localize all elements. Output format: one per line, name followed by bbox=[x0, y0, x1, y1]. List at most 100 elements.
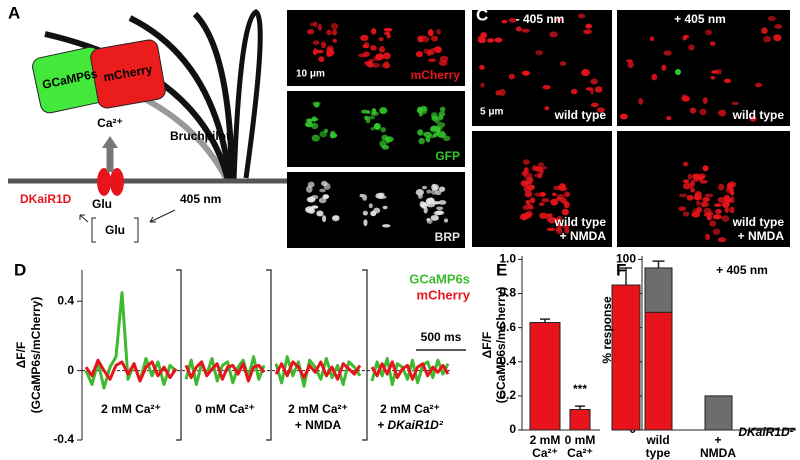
punctum bbox=[326, 49, 335, 57]
arrow bbox=[149, 209, 176, 223]
punctum bbox=[383, 52, 391, 60]
punctum bbox=[424, 201, 430, 207]
punctum bbox=[564, 226, 570, 234]
punctum bbox=[378, 46, 386, 53]
punctum bbox=[480, 82, 485, 88]
punctum bbox=[442, 135, 451, 142]
punctum bbox=[552, 192, 557, 197]
punctum bbox=[426, 218, 431, 222]
punctum bbox=[583, 29, 592, 35]
punctum bbox=[423, 131, 432, 138]
punctum bbox=[693, 177, 700, 182]
micrograph bbox=[472, 10, 612, 126]
punctum bbox=[763, 35, 771, 43]
punctum bbox=[577, 13, 586, 19]
punctum bbox=[385, 136, 390, 144]
error-bar bbox=[540, 318, 550, 323]
punctum bbox=[589, 89, 594, 95]
punctum bbox=[499, 88, 506, 96]
punctum bbox=[434, 118, 440, 124]
punctum bbox=[555, 17, 562, 22]
punctum bbox=[309, 22, 315, 27]
punctum bbox=[675, 69, 681, 75]
punctum bbox=[717, 197, 725, 203]
y-tick-label: 0.2 bbox=[499, 388, 516, 402]
punctum bbox=[561, 224, 570, 229]
punctum bbox=[559, 61, 567, 66]
bar bbox=[611, 284, 641, 431]
punctum bbox=[418, 137, 425, 145]
punctum bbox=[625, 59, 633, 63]
receptor bbox=[97, 168, 111, 196]
condition-label: + DKaiR1D² bbox=[377, 418, 444, 432]
punctum bbox=[323, 183, 331, 190]
punctum bbox=[501, 20, 508, 24]
trace bbox=[84, 291, 450, 390]
x-tick-label: 0 mM bbox=[565, 433, 596, 447]
punctum bbox=[383, 27, 393, 32]
scale-bar-label: 500 ms bbox=[421, 330, 462, 344]
x-tick-label: wild bbox=[645, 433, 669, 447]
label: Glu bbox=[105, 223, 125, 237]
y-tick-label: 0 bbox=[67, 363, 74, 377]
punctum bbox=[371, 28, 377, 35]
punctum bbox=[386, 34, 392, 39]
punctum bbox=[774, 24, 783, 29]
punctum bbox=[695, 195, 700, 201]
punctum bbox=[544, 106, 550, 111]
punctum bbox=[373, 207, 381, 214]
punctum bbox=[432, 201, 441, 205]
punctum bbox=[524, 191, 533, 198]
punctum bbox=[711, 70, 719, 74]
punctum bbox=[682, 211, 690, 217]
punctum bbox=[681, 95, 690, 102]
punctum bbox=[627, 60, 634, 69]
y-tick-label: 0.6 bbox=[499, 320, 516, 334]
image-label: GFP bbox=[435, 149, 460, 163]
punctum bbox=[379, 107, 388, 114]
punctum bbox=[523, 167, 529, 174]
punctum bbox=[688, 182, 694, 189]
column-label: - 405 nm bbox=[516, 12, 565, 26]
punctum bbox=[709, 220, 717, 227]
bracket bbox=[91, 217, 139, 243]
punctum bbox=[423, 206, 428, 214]
mcherry-box bbox=[90, 39, 166, 109]
punctum bbox=[749, 115, 757, 122]
legend-label: mCherry bbox=[417, 287, 471, 302]
error-bar bbox=[575, 405, 585, 410]
punctum bbox=[362, 44, 370, 49]
punctum bbox=[438, 114, 444, 121]
divider bbox=[176, 269, 182, 441]
punctum bbox=[701, 201, 710, 208]
image-label: wild type bbox=[732, 215, 785, 229]
punctum bbox=[380, 127, 387, 133]
punctum bbox=[682, 161, 689, 167]
punctum bbox=[713, 203, 722, 207]
punctum bbox=[773, 34, 782, 42]
punctum bbox=[319, 188, 326, 193]
punctum bbox=[332, 29, 338, 36]
label: 405 nm bbox=[180, 192, 221, 206]
y-tick-label: 0 bbox=[509, 422, 516, 436]
punctum bbox=[690, 187, 695, 193]
punctum bbox=[381, 144, 390, 150]
punctum bbox=[305, 206, 314, 214]
punctum bbox=[370, 45, 377, 51]
diagram: GCaMP6s mCherry Ca²⁺ Bruchpilot DKaiR1D … bbox=[8, 9, 290, 243]
punctum bbox=[537, 173, 542, 179]
punctum bbox=[375, 53, 384, 60]
punctum bbox=[311, 134, 320, 142]
condition-label: 2 mM Ca²⁺ bbox=[101, 402, 161, 416]
punctum bbox=[520, 180, 529, 187]
micrograph bbox=[472, 131, 612, 247]
punctum bbox=[304, 121, 314, 128]
punctum bbox=[537, 162, 545, 167]
punctum bbox=[332, 215, 340, 219]
filament bbox=[44, 31, 231, 181]
y-tick-label: 100 bbox=[616, 252, 636, 266]
punctum bbox=[563, 201, 570, 209]
label: DKaiR1D bbox=[20, 192, 72, 206]
punctum bbox=[683, 34, 690, 39]
punctum bbox=[649, 36, 655, 42]
